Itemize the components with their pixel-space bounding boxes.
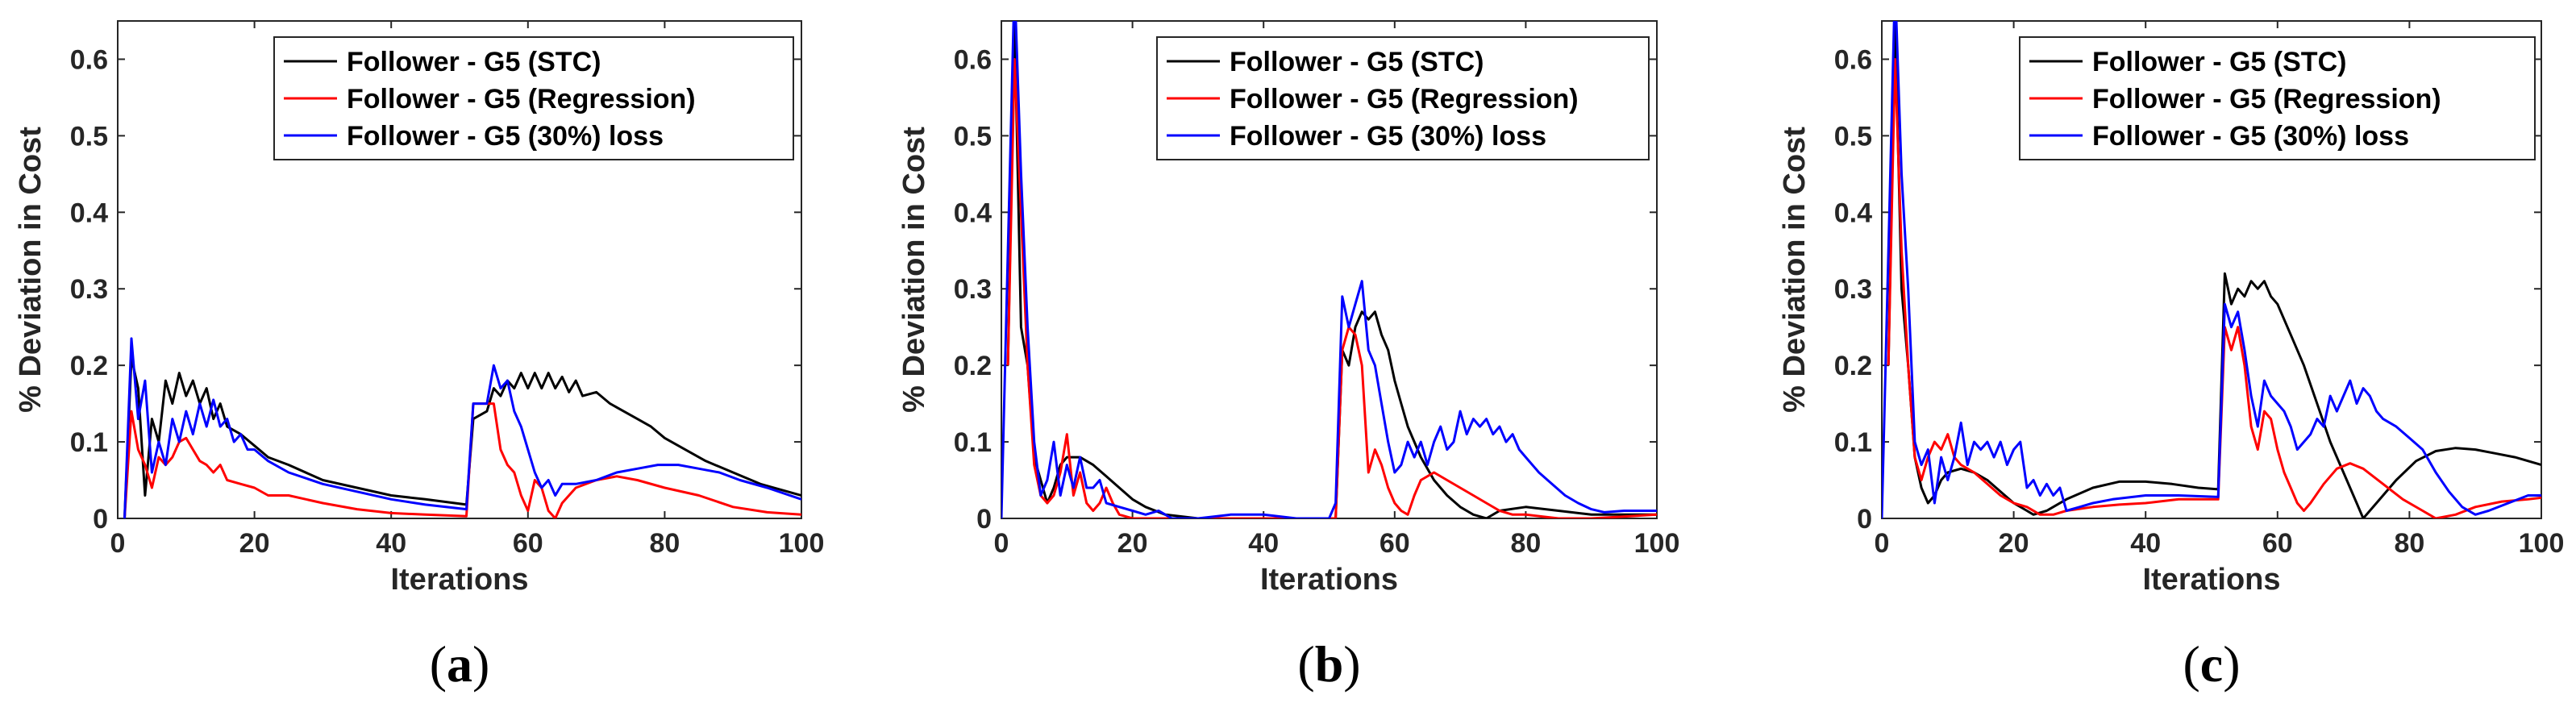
x-tick-label: 0 [110, 528, 126, 559]
y-tick-label: 0.3 [1834, 274, 1872, 305]
y-tick-label: 0.5 [954, 121, 992, 152]
series-group [123, 337, 801, 518]
series-line-2 [123, 402, 801, 518]
y-tick-label: 0 [93, 504, 108, 535]
legend-entry: Follower - G5 (STC) [1230, 47, 1484, 77]
x-tick-label: 80 [1510, 528, 1541, 559]
legend: Follower - G5 (STC) Follower - G5 (Regres… [1156, 36, 1650, 160]
series-line-3 [123, 337, 801, 518]
panel-label: (a) [430, 635, 490, 693]
y-tick-label: 0.2 [70, 351, 108, 381]
panel-label: (b) [1297, 635, 1360, 693]
panel-label-open: ( [430, 635, 447, 693]
series-line-2 [1887, 58, 2541, 518]
y-tick-label: 0.4 [1834, 198, 1872, 228]
legend-box [1156, 36, 1650, 160]
series-group [1001, 21, 1657, 518]
legend: Follower - G5 (STC) Follower - G5 (Regres… [2019, 36, 2536, 160]
panel-label-letter: b [1315, 635, 1344, 693]
legend-entry: Follower - G5 (30%) loss [2092, 121, 2409, 152]
chart-panel-b: 0 20 40 60 80 100 0 0.1 0.2 0.3 0.4 0.5 0.6 Iteration… [897, 20, 1680, 693]
panel-label-letter: c [2200, 635, 2223, 693]
x-axis-label: Iterations [2142, 563, 2280, 597]
y-tick-label: 0 [1857, 504, 1872, 535]
y-axis-label: % Deviation in Cost [1778, 127, 1812, 413]
series-line-1 [1006, 21, 1657, 518]
series-line-3 [1001, 21, 1657, 518]
y-tick-label: 0.6 [954, 44, 992, 75]
panel-label-letter: a [447, 635, 472, 693]
x-tick-label: 0 [994, 528, 1009, 559]
x-tick-label: 80 [2394, 528, 2424, 559]
x-tick-label: 60 [513, 528, 543, 559]
y-tick-label: 0.3 [954, 274, 992, 305]
y-tick-label: 0.1 [70, 427, 108, 458]
y-tick-label: 0.5 [70, 121, 108, 152]
x-tick-label: 40 [1248, 528, 1279, 559]
x-tick-label: 20 [1999, 528, 2029, 559]
legend-entry: Follower - G5 (30%) loss [347, 121, 664, 152]
y-tick-label: 0.4 [954, 198, 992, 228]
legend-entry: Follower - G5 (30%) loss [1230, 121, 1546, 152]
y-tick-label: 0.4 [70, 198, 108, 228]
x-tick-label: 40 [2130, 528, 2161, 559]
x-tick-label: 100 [1634, 528, 1680, 559]
chart-panel-c: 0 20 40 60 80 100 0 0.1 0.2 0.3 0.4 0.5 0.6 Iteration… [1778, 20, 2565, 693]
y-tick-label: 0.6 [1834, 44, 1872, 75]
y-tick-label: 0.3 [70, 274, 108, 305]
legend-box [273, 36, 794, 160]
series-group [1882, 21, 2541, 518]
x-axis-label: Iterations [1260, 563, 1398, 597]
y-tick-label: 0.2 [954, 351, 992, 381]
x-tick-label: 60 [2262, 528, 2293, 559]
x-tick-label: 60 [1380, 528, 1410, 559]
y-tick-label: 0.6 [70, 44, 108, 75]
y-axis-label: % Deviation in Cost [14, 127, 48, 413]
series-line-3 [1882, 21, 2541, 518]
x-tick-label: 40 [376, 528, 406, 559]
legend-entry: Follower - G5 (Regression) [1230, 84, 1579, 114]
y-axis-label: % Deviation in Cost [897, 127, 931, 413]
series-line-1 [123, 356, 801, 518]
legend-entry: Follower - G5 (Regression) [2092, 84, 2441, 114]
panel-label-close: ) [2223, 635, 2240, 693]
x-tick-label: 20 [1117, 528, 1148, 559]
panel-label-close: ) [1343, 635, 1360, 693]
y-tick-label: 0.1 [954, 427, 992, 458]
x-tick-label: 100 [2519, 528, 2565, 559]
legend-entry: Follower - G5 (Regression) [347, 84, 696, 114]
x-tick-label: 100 [779, 528, 825, 559]
x-tick-label: 20 [239, 528, 270, 559]
y-tick-label: 0.1 [1834, 427, 1872, 458]
y-tick-label: 0.2 [1834, 351, 1872, 381]
legend-entry: Follower - G5 (STC) [2092, 47, 2346, 77]
panel-label-open: ( [1297, 635, 1314, 693]
chart-panels: 0 20 40 60 80 100 0 0.1 0.2 0.3 0.4 0.5 0.6 Iteration… [14, 20, 2565, 693]
panel-label: (c) [2183, 635, 2240, 693]
y-tick-label: 0.5 [1834, 121, 1872, 152]
x-tick-label: 80 [649, 528, 680, 559]
panel-label-close: ) [472, 635, 489, 693]
legend-entry: Follower - G5 (STC) [347, 47, 601, 77]
legend: Follower - G5 (STC) Follower - G5 (Regres… [273, 36, 794, 160]
y-tick-label: 0 [976, 504, 992, 535]
legend-box [2019, 36, 2536, 160]
panel-label-open: ( [2183, 635, 2199, 693]
chart-panel-a: 0 20 40 60 80 100 0 0.1 0.2 0.3 0.4 0.5 0.6 Iteration… [14, 20, 825, 693]
x-axis-label: Iterations [390, 563, 528, 597]
x-tick-label: 0 [1875, 528, 1890, 559]
